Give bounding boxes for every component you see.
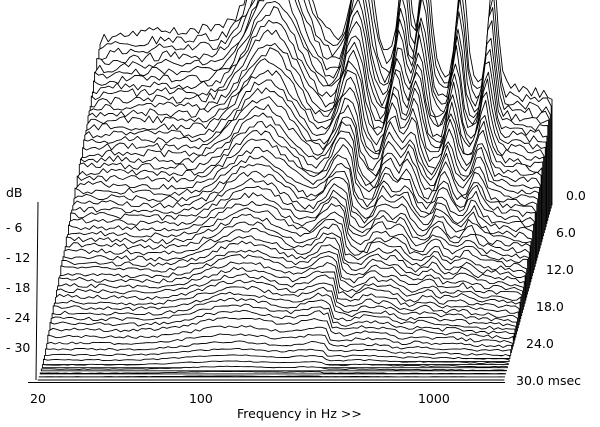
- z-tick-label: 6.0: [556, 225, 576, 240]
- y-tick-labels: - 6 - 12 - 18 - 24 - 30: [6, 220, 30, 355]
- waterfall-slice: [41, 360, 508, 369]
- waterfall-slices: [37, 0, 553, 381]
- waterfall-slice: [38, 375, 506, 378]
- x-axis-label: Frequency in Hz >>: [237, 406, 362, 421]
- x-tick-label: 100: [189, 391, 213, 406]
- x-tick-labels: 20 100 1000: [30, 391, 450, 406]
- waterfall-slice: [39, 370, 507, 375]
- z-tick-label: 12.0: [546, 262, 574, 277]
- z-tick-label: 0.0: [566, 188, 586, 203]
- y-axis-label: dB: [6, 185, 23, 200]
- waterfall-slice: [42, 354, 509, 366]
- z-tick-label: 24.0: [526, 336, 554, 351]
- y-axis-line: [35, 201, 39, 381]
- y-tick-label: - 6: [6, 220, 22, 235]
- x-tick-label: 1000: [418, 391, 450, 406]
- y-tick-label: - 18: [6, 280, 30, 295]
- z-tick-label: 30.0 msec: [516, 373, 581, 388]
- y-tick-label: - 12: [6, 250, 30, 265]
- x-tick-label: 20: [30, 391, 46, 406]
- z-tick-labels: 0.0 6.0 12.0 18.0 24.0 30.0 msec: [516, 188, 586, 388]
- y-tick-label: - 24: [6, 310, 30, 325]
- axes: [28, 201, 505, 383]
- z-tick-label: 18.0: [536, 299, 564, 314]
- y-tick-label: - 30: [6, 340, 30, 355]
- waterfall-slice: [40, 365, 507, 372]
- waterfall-slice: [44, 347, 510, 363]
